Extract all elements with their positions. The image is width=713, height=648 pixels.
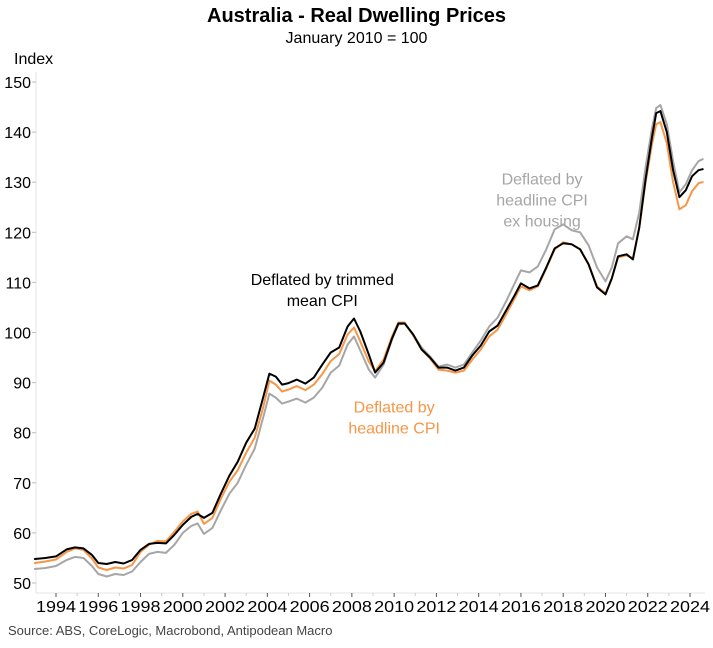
x-tick-label: 2006 xyxy=(290,599,330,616)
x-tick-label: 2002 xyxy=(205,599,245,616)
x-tick-label: 1998 xyxy=(121,599,161,616)
chart-subtitle: January 2010 = 100 xyxy=(285,30,428,47)
series-line-deflated-by-trimmed-mean-cpi xyxy=(33,110,704,565)
source-note: Source: ABS, CoreLogic, Macrobond, Antip… xyxy=(8,623,333,638)
x-tick-label: 2012 xyxy=(416,599,456,616)
y-tick-label: 80 xyxy=(13,426,31,443)
x-tick-label: 1994 xyxy=(36,599,76,616)
x-tick-label: 2014 xyxy=(459,599,499,616)
y-tick-label: 100 xyxy=(4,326,31,343)
x-tick-label: 2000 xyxy=(163,599,203,616)
y-tick-label: 90 xyxy=(13,376,31,393)
series-annotation: Deflated by headline CPI xyxy=(348,400,440,438)
series-annotation: Deflated by headline CPI ex housing xyxy=(496,172,588,231)
y-tick-label: 60 xyxy=(13,526,31,543)
x-tick-label: 2008 xyxy=(332,599,372,616)
axes: 50 60 70 80 90 100 110 120 130 140 150 1994 1996 1998… xyxy=(4,72,710,616)
chart-title: Australia - Real Dwelling Prices xyxy=(207,5,506,27)
x-tick-label: 2024 xyxy=(670,599,710,616)
x-tick-label: 2022 xyxy=(628,599,668,616)
x-tick-label: 2020 xyxy=(585,599,625,616)
y-tick-label: 150 xyxy=(4,75,31,92)
y-tick-label: 110 xyxy=(5,275,31,292)
y-tick-label: 130 xyxy=(4,175,31,192)
y-tick-label: 50 xyxy=(13,576,31,593)
x-tick-label: 1996 xyxy=(78,599,118,616)
x-tick-label: 2010 xyxy=(374,599,414,616)
series-annotation: Deflated by trimmed mean CPI xyxy=(251,272,394,310)
annotations: Deflated by headline CPI ex housing Deflate… xyxy=(251,172,588,438)
series-line-deflated-by-headline-cpi-ex-housing xyxy=(33,104,704,578)
x-tick-label: 2004 xyxy=(247,599,287,616)
y-tick-label: 140 xyxy=(4,125,31,142)
y-tick-label: 120 xyxy=(4,225,31,242)
y-axis-label: Index xyxy=(14,51,54,68)
y-tick-label: 70 xyxy=(13,476,31,493)
x-tick-label: 2016 xyxy=(501,599,541,616)
series-line-deflated-by-headline-cpi xyxy=(33,121,704,571)
x-tick-label: 2018 xyxy=(543,599,583,616)
series-group xyxy=(33,104,704,578)
